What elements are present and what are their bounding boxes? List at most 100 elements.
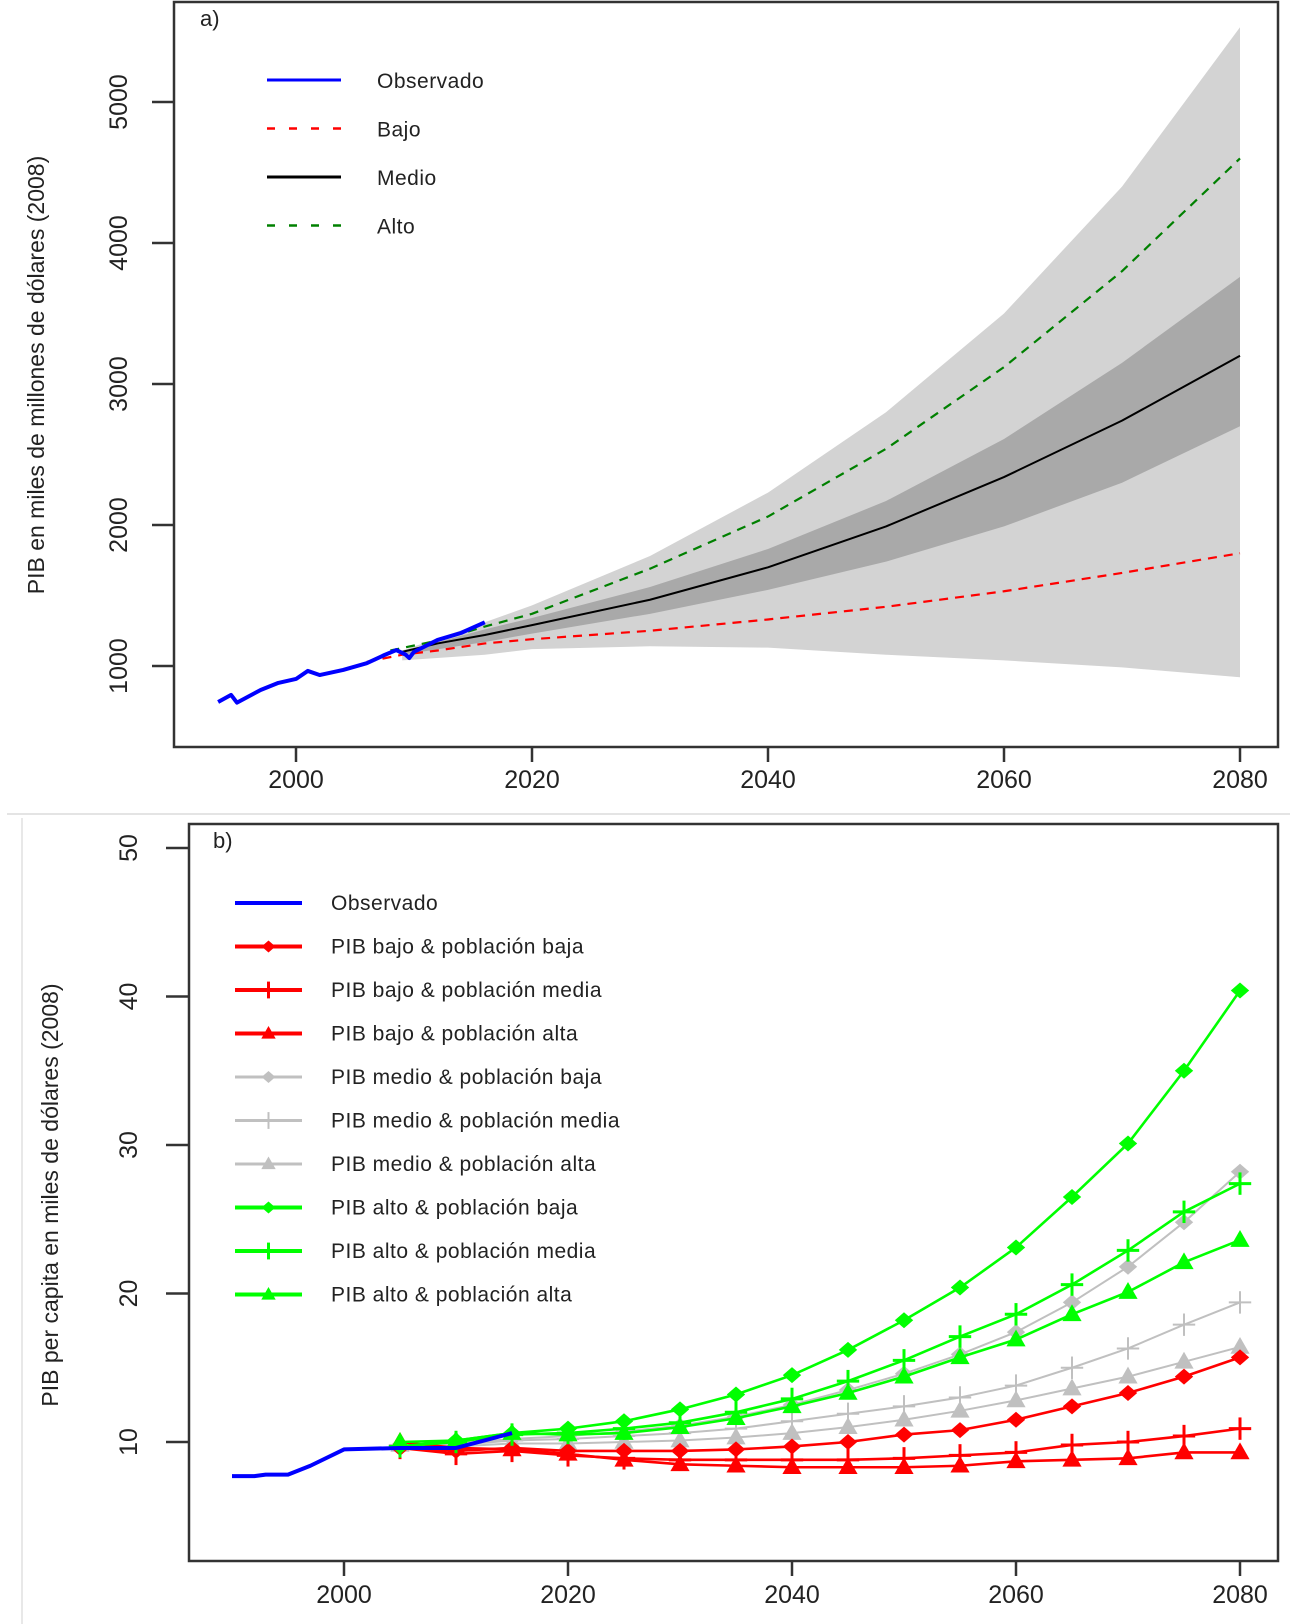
triangle-marker: [446, 1430, 466, 1448]
legend: Observado PIB bajo & población baja PIB ba…: [235, 892, 620, 1307]
y-tick-label: 40: [115, 983, 143, 1011]
triangle-marker: [1174, 1442, 1194, 1460]
diamond-marker: [1062, 1294, 1082, 1311]
legend-label: PIB medio & población media: [331, 1110, 620, 1133]
panel-b-gdp-per-capita-chart: 2000 2020 2040 2060 2080 10 20 30 40 50 b) PIB p…: [37, 822, 1280, 1609]
legend-label: PIB bajo & población baja: [331, 936, 584, 959]
x-axis: 2000 2020 2040 2060 2080: [268, 747, 1268, 794]
legend-item-bajo: Bajo: [267, 119, 421, 142]
series-line: [399, 1182, 1241, 1448]
triangle-marker: [894, 1366, 914, 1384]
legend-label: Bajo: [377, 119, 421, 142]
series-line: [399, 1356, 1241, 1453]
triangle-marker: [782, 1457, 802, 1475]
x-tick-label: 2060: [976, 766, 1032, 794]
legend-item-pib-alto-and-poblacion-alta: PIB alto & población alta: [235, 1284, 572, 1307]
x-tick-label: 2000: [268, 766, 324, 794]
series-line: [232, 1431, 513, 1479]
triangle-marker: [1174, 1252, 1194, 1270]
y-tick-label: 1000: [105, 638, 133, 694]
series-line: [399, 1345, 1241, 1448]
series-line: [399, 989, 1242, 1448]
diamond-marker: [726, 1386, 746, 1403]
x-tick-label: 2020: [540, 1581, 596, 1609]
triangle-marker: [1118, 1366, 1138, 1384]
series-observado: [232, 1431, 513, 1479]
legend-item-alto: Alto: [267, 216, 415, 239]
series-line: [399, 1170, 1241, 1446]
diamond-marker: [1118, 1258, 1138, 1275]
legend-label: PIB alto & población media: [331, 1240, 596, 1263]
legend-item-pib-bajo-and-poblacion-media: PIB bajo & población media: [235, 979, 602, 1002]
plus-marker: [260, 1242, 277, 1260]
diamond-marker: [1174, 1062, 1194, 1079]
x-tick-label: 2000: [316, 1581, 372, 1609]
plus-marker: [1004, 1303, 1028, 1326]
legend-item-pib-bajo-and-poblacion-baja: PIB bajo & población baja: [235, 936, 584, 959]
diamond-marker: [1006, 1239, 1026, 1256]
legend-item-observado: Observado: [235, 892, 438, 915]
legend-label: Medio: [377, 167, 437, 190]
triangle-marker: [1062, 1378, 1082, 1396]
x-tick-label: 2060: [988, 1581, 1044, 1609]
plus-marker: [948, 1325, 972, 1348]
triangle-marker: [1230, 1230, 1250, 1247]
diamond-marker: [1006, 1411, 1026, 1428]
x-tick-label: 2040: [740, 766, 796, 794]
diamond-marker: [894, 1312, 914, 1329]
y-tick-label: 2000: [105, 497, 133, 553]
diamond-marker: [1062, 1398, 1082, 1415]
x-tick-label: 2040: [764, 1581, 820, 1609]
legend-item-observado: Observado: [267, 70, 484, 93]
plus-marker: [1060, 1356, 1084, 1379]
triangle-marker: [894, 1457, 914, 1475]
triangle-marker: [614, 1432, 634, 1449]
triangle-marker: [726, 1408, 746, 1426]
series-line-observado: [217, 620, 486, 705]
y-axis: 10 20 30 40 50: [115, 834, 189, 1456]
triangle-marker: [1006, 1390, 1026, 1408]
legend-label: PIB medio & población alta: [331, 1153, 596, 1176]
series-pib-medio-and-poblacion-alta: [390, 1336, 1250, 1454]
legend-item-pib-medio-and-poblacion-baja: PIB medio & población baja: [235, 1066, 602, 1089]
panel-a-gdp-chart: 2000 2020 2040 2060 2080 1000 2000 3000 4000 500…: [23, 0, 1280, 794]
triangle-marker: [1230, 1336, 1250, 1354]
triangle-marker: [1062, 1304, 1082, 1322]
legend-label: Observado: [331, 892, 438, 915]
series-line: [400, 1301, 1241, 1446]
legend-label: PIB bajo & población media: [331, 979, 602, 1002]
triangle-marker: [1118, 1448, 1138, 1466]
diamond-marker: [838, 1434, 858, 1450]
panel-label: b): [213, 828, 233, 853]
legend-label: PIB medio & población baja: [331, 1066, 602, 1089]
diamond-marker: [1174, 1368, 1194, 1385]
triangle-marker: [1230, 1442, 1250, 1460]
x-axis: 2000 2020 2040 2060 2080: [316, 1561, 1268, 1609]
legend: Observado Bajo Medio Alto: [267, 70, 484, 239]
y-tick-label: 30: [115, 1131, 143, 1159]
plus-marker: [260, 981, 277, 999]
diamond-marker: [950, 1279, 970, 1296]
triangle-marker: [782, 1423, 802, 1440]
triangle-marker: [558, 1424, 578, 1442]
triangle-marker: [670, 1454, 690, 1472]
series-pib-alto-and-poblacion-alta: [390, 1230, 1250, 1449]
x-tick-label: 2020: [504, 766, 560, 794]
diamond-marker: [1230, 1349, 1250, 1366]
plus-marker: [1172, 1200, 1196, 1224]
diamond-marker: [670, 1401, 690, 1418]
triangle-marker: [502, 1439, 522, 1457]
plus-marker: [1060, 1273, 1084, 1296]
legend-item-pib-bajo-and-poblacion-alta: PIB bajo & población alta: [235, 1023, 578, 1046]
diamond-marker: [1230, 1163, 1250, 1180]
plus-marker: [1116, 1239, 1140, 1262]
triangle-marker: [950, 1455, 970, 1473]
plus-marker: [1228, 1291, 1252, 1314]
triangle-marker: [261, 1287, 276, 1300]
y-axis: 1000 2000 3000 4000 5000: [105, 74, 174, 694]
plot-frame: [187, 822, 1280, 1563]
series-line-medio: [401, 354, 1241, 653]
legend-item-pib-alto-and-poblacion-media: PIB alto & población media: [235, 1240, 596, 1263]
confidence-bands: [402, 27, 1240, 678]
